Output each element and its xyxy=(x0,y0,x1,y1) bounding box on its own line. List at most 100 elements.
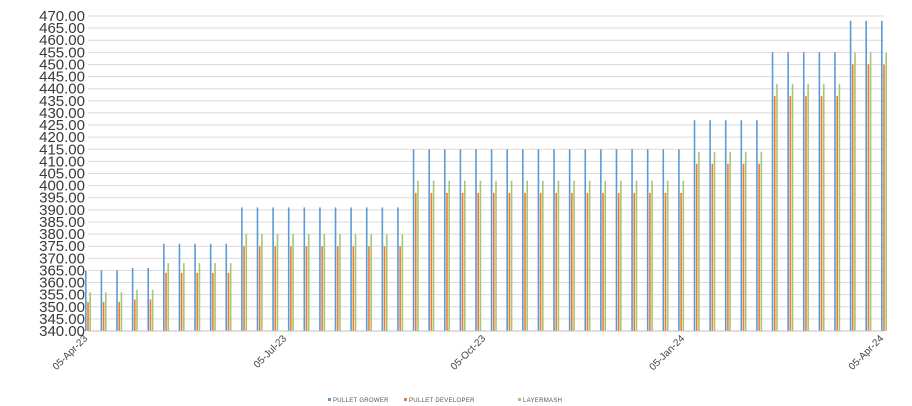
bar-layermash xyxy=(417,180,419,331)
bar-pullet-developer xyxy=(883,64,885,332)
bar-layermash xyxy=(651,180,653,331)
bar-layermash xyxy=(869,52,872,331)
bar-pullet-grower xyxy=(381,207,384,331)
bar-pullet-developer xyxy=(383,246,386,331)
bar-pullet-grower xyxy=(584,149,587,331)
legend-label: PULLET GROWER xyxy=(333,398,389,404)
bar-layermash xyxy=(713,151,716,331)
bar-layermash xyxy=(526,180,529,331)
bar-pullet-grower xyxy=(475,149,477,331)
bar-pullet-grower xyxy=(506,149,509,331)
bar-pullet-developer xyxy=(258,246,261,331)
bar-pullet-developer xyxy=(789,95,792,332)
bar-layermash xyxy=(463,180,466,331)
bar-layermash xyxy=(588,180,591,331)
bar-pullet-developer xyxy=(586,192,589,331)
bar-layermash xyxy=(214,263,216,331)
bar-layermash xyxy=(183,263,185,331)
bar-layermash xyxy=(401,234,404,331)
bar-pullet-developer xyxy=(180,272,183,331)
bar-pullet-grower xyxy=(209,243,212,331)
bar-pullet-grower xyxy=(100,270,103,331)
bar-pullet-grower xyxy=(849,20,852,331)
bar-layermash xyxy=(760,151,763,331)
bar-pullet-grower xyxy=(428,149,430,331)
bar-layermash xyxy=(542,180,544,331)
bar-layermash xyxy=(557,180,560,331)
bar-layermash xyxy=(354,234,357,331)
bar-pullet-grower xyxy=(443,149,446,331)
bar-pullet-grower xyxy=(85,270,87,331)
y-tick-label: 410.00 xyxy=(39,153,85,170)
bar-layermash xyxy=(510,180,513,331)
bar-pullet-grower xyxy=(412,149,415,331)
x-axis-tick-labels: 05-Apr-23 05-Jul-23 05-Oct-23 05-Jan-24 05-A… xyxy=(51,333,887,373)
y-tick-label: 440.00 xyxy=(39,81,85,98)
bar-pullet-grower xyxy=(724,120,727,331)
bar-layermash xyxy=(198,263,201,331)
bar-pullet-developer xyxy=(290,246,292,331)
legend-label: PULLET DEVELOPER xyxy=(409,398,475,404)
bar-layermash xyxy=(167,263,170,331)
bar-layermash xyxy=(682,180,685,331)
bar-pullet-grower xyxy=(490,149,493,331)
bar-pullet-grower xyxy=(568,149,571,331)
bar-pullet-grower xyxy=(802,52,805,331)
y-tick-label: 380.00 xyxy=(39,226,85,243)
y-tick-label: 425.00 xyxy=(39,117,85,134)
bar-pullet-developer xyxy=(134,299,136,331)
bar-pullet-grower xyxy=(865,20,867,331)
bar-pullet-grower xyxy=(881,20,883,331)
bar-pullet-grower xyxy=(116,270,118,331)
legend-label: LAYERMASH xyxy=(523,398,562,404)
bar-layermash xyxy=(292,234,294,331)
bar-layermash xyxy=(807,83,809,331)
y-tick-label: 415.00 xyxy=(39,141,85,158)
bar-layermash xyxy=(339,234,341,331)
bar-pullet-grower xyxy=(397,207,399,331)
bar-pullet-grower xyxy=(225,243,228,331)
bar-pullet-grower xyxy=(553,149,555,331)
bar-pullet-grower xyxy=(178,243,181,331)
y-tick-label: 355.00 xyxy=(39,287,85,304)
bar-pullet-grower xyxy=(350,207,352,331)
bar-pullet-grower xyxy=(522,149,524,331)
bar-pullet-developer xyxy=(493,192,495,331)
bar-pullet-developer xyxy=(227,272,230,331)
bar-layermash xyxy=(698,151,700,331)
legend-swatch xyxy=(518,398,521,401)
bar-pullet-developer xyxy=(617,192,620,331)
bar-layermash xyxy=(229,263,232,331)
x-tick-label: 05-Apr-24 xyxy=(847,333,887,373)
bar-pullet-developer xyxy=(368,246,370,331)
legend-swatch xyxy=(328,398,331,401)
bar-pullet-developer xyxy=(851,64,854,332)
bar-layermash xyxy=(635,180,638,331)
bar-layermash xyxy=(666,180,669,331)
bar-pullet-grower xyxy=(194,243,196,331)
y-tick-label: 350.00 xyxy=(39,299,85,316)
bar-pullet-developer xyxy=(430,192,433,331)
bar-pullet-developer xyxy=(758,163,760,331)
bar-pullet-developer xyxy=(165,272,167,331)
bar-pullet-grower xyxy=(600,149,602,331)
bar-pullet-grower xyxy=(818,52,821,331)
y-tick-label: 420.00 xyxy=(39,129,85,146)
bar-pullet-developer xyxy=(243,246,245,331)
bar-pullet-grower xyxy=(287,207,290,331)
bar-pullet-developer xyxy=(414,192,417,331)
bar-layermash xyxy=(744,151,747,331)
bar-pullet-grower xyxy=(756,120,758,331)
bar-pullet-grower xyxy=(740,120,743,331)
bar-pullet-grower xyxy=(334,207,337,331)
bar-pullet-grower xyxy=(693,120,696,331)
bar-pullet-developer xyxy=(649,192,651,331)
bar-layermash xyxy=(323,234,326,331)
y-tick-label: 465.00 xyxy=(39,20,85,37)
x-tick-label: 05-Jan-24 xyxy=(648,333,688,373)
bar-pullet-developer xyxy=(305,246,308,331)
bar-pullet-grower xyxy=(319,207,321,331)
legend: PULLET GROWER PULLET DEVELOPER LAYERMASH xyxy=(328,398,562,404)
y-tick-label: 445.00 xyxy=(39,69,85,86)
